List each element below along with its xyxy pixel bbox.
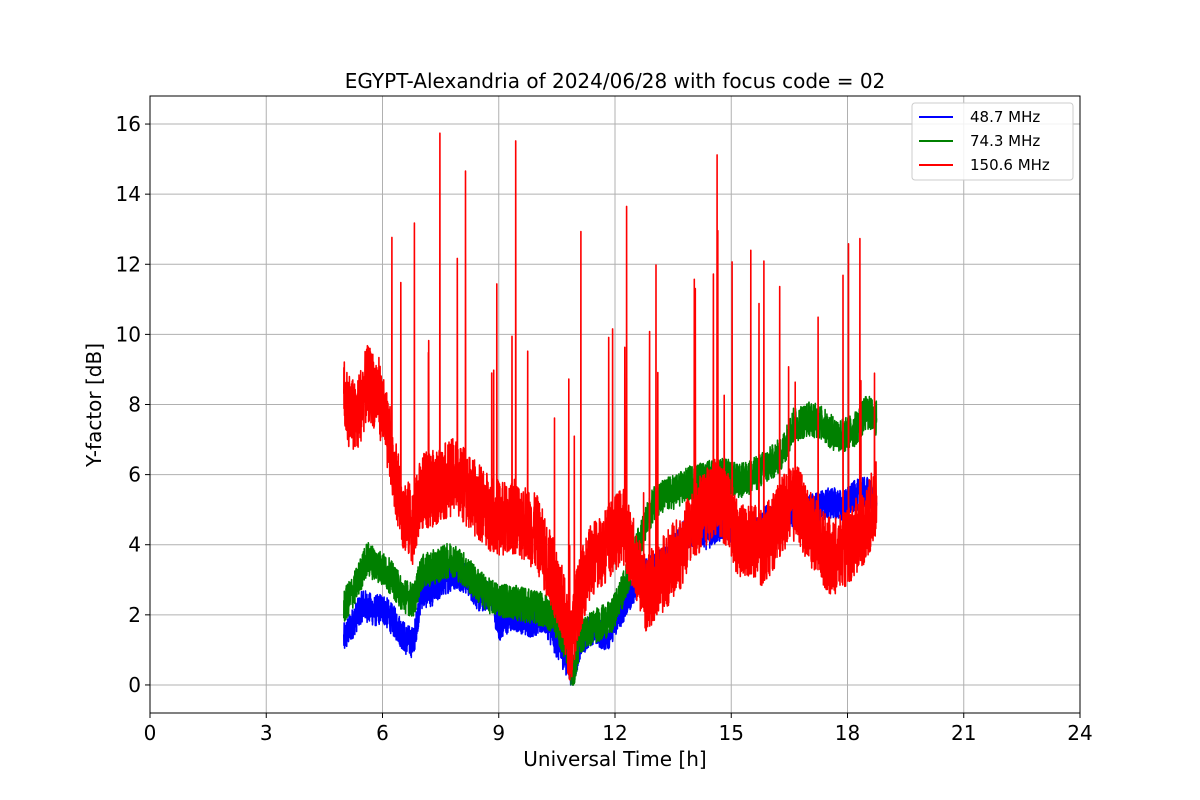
x-tick-label: 21 — [951, 721, 976, 745]
x-tick-label: 24 — [1067, 721, 1092, 745]
y-tick-label: 4 — [128, 533, 141, 557]
y-tick-label: 8 — [128, 393, 141, 417]
x-tick-label: 3 — [260, 721, 273, 745]
x-axis-label: Universal Time [h] — [523, 747, 706, 771]
y-tick-label: 14 — [116, 182, 141, 206]
y-tick-label: 10 — [116, 322, 141, 346]
x-tick-label: 0 — [144, 721, 157, 745]
y-tick-label: 6 — [128, 463, 141, 487]
y-tick-label: 2 — [128, 603, 141, 627]
y-tick-label: 0 — [128, 673, 141, 697]
legend-label: 74.3 MHz — [970, 132, 1040, 150]
x-axis: 0 3 6 9 12 15 18 21 24 — [144, 713, 1093, 745]
x-tick-label: 18 — [835, 721, 860, 745]
series-line — [343, 132, 878, 681]
legend-label: 48.7 MHz — [970, 108, 1040, 126]
legend-label: 150.6 MHz — [970, 156, 1050, 174]
chart-title: EGYPT-Alexandria of 2024/06/28 with focu… — [345, 69, 886, 93]
legend-box — [911, 102, 1074, 181]
y-axis: 0 2 4 6 8 10 12 14 16 — [116, 112, 150, 697]
x-tick-label: 9 — [492, 721, 505, 745]
y-axis-label: Y-factor [dB] — [82, 343, 106, 468]
x-tick-label: 12 — [602, 721, 627, 745]
x-tick-label: 6 — [376, 721, 389, 745]
y-tick-label: 12 — [116, 252, 141, 276]
y-tick-label: 16 — [116, 112, 141, 136]
series-layer — [343, 132, 878, 686]
series-line — [343, 395, 878, 686]
x-tick-label: 15 — [719, 721, 744, 745]
legend: 48.7 MHz 74.3 MHz 150.6 MHz — [911, 102, 1074, 181]
